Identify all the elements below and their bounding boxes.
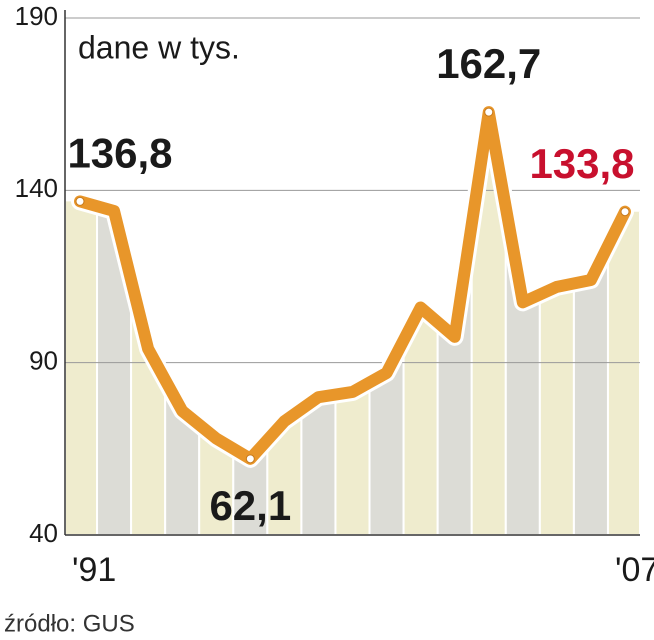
x-tick-label: '07 [615,551,654,589]
area-stripe [334,112,371,536]
area-stripe [300,112,337,536]
point-marker [245,454,255,464]
point-marker [484,107,494,117]
value-label: 136,8 [67,129,172,176]
subtitle: dane w tys. [78,29,240,65]
x-tick-label: '91 [72,551,116,589]
y-tick-label: 140 [15,173,58,203]
y-tick-label: 190 [15,1,58,31]
area-stripe [470,112,507,536]
source: źródło: GUS [4,610,135,637]
area-stripe [266,112,303,536]
area-stripe [368,112,405,536]
area-stripe [164,112,201,536]
area-stripe [198,112,235,536]
background [65,112,640,536]
area [65,112,640,536]
point-marker [75,196,85,206]
y-tick-label: 90 [29,346,58,376]
value-label: 133,8 [529,140,634,187]
value-label: 62,1 [209,482,291,529]
area-stripe [402,112,439,536]
area-stripe [65,112,99,536]
value-label: 162,7 [436,40,541,87]
line [74,106,631,465]
area-stripe [606,112,640,536]
y-tick-label: 40 [29,518,58,548]
point-marker [620,207,630,217]
marks: 136,8 62,1 162,7 133,8 [67,40,634,529]
